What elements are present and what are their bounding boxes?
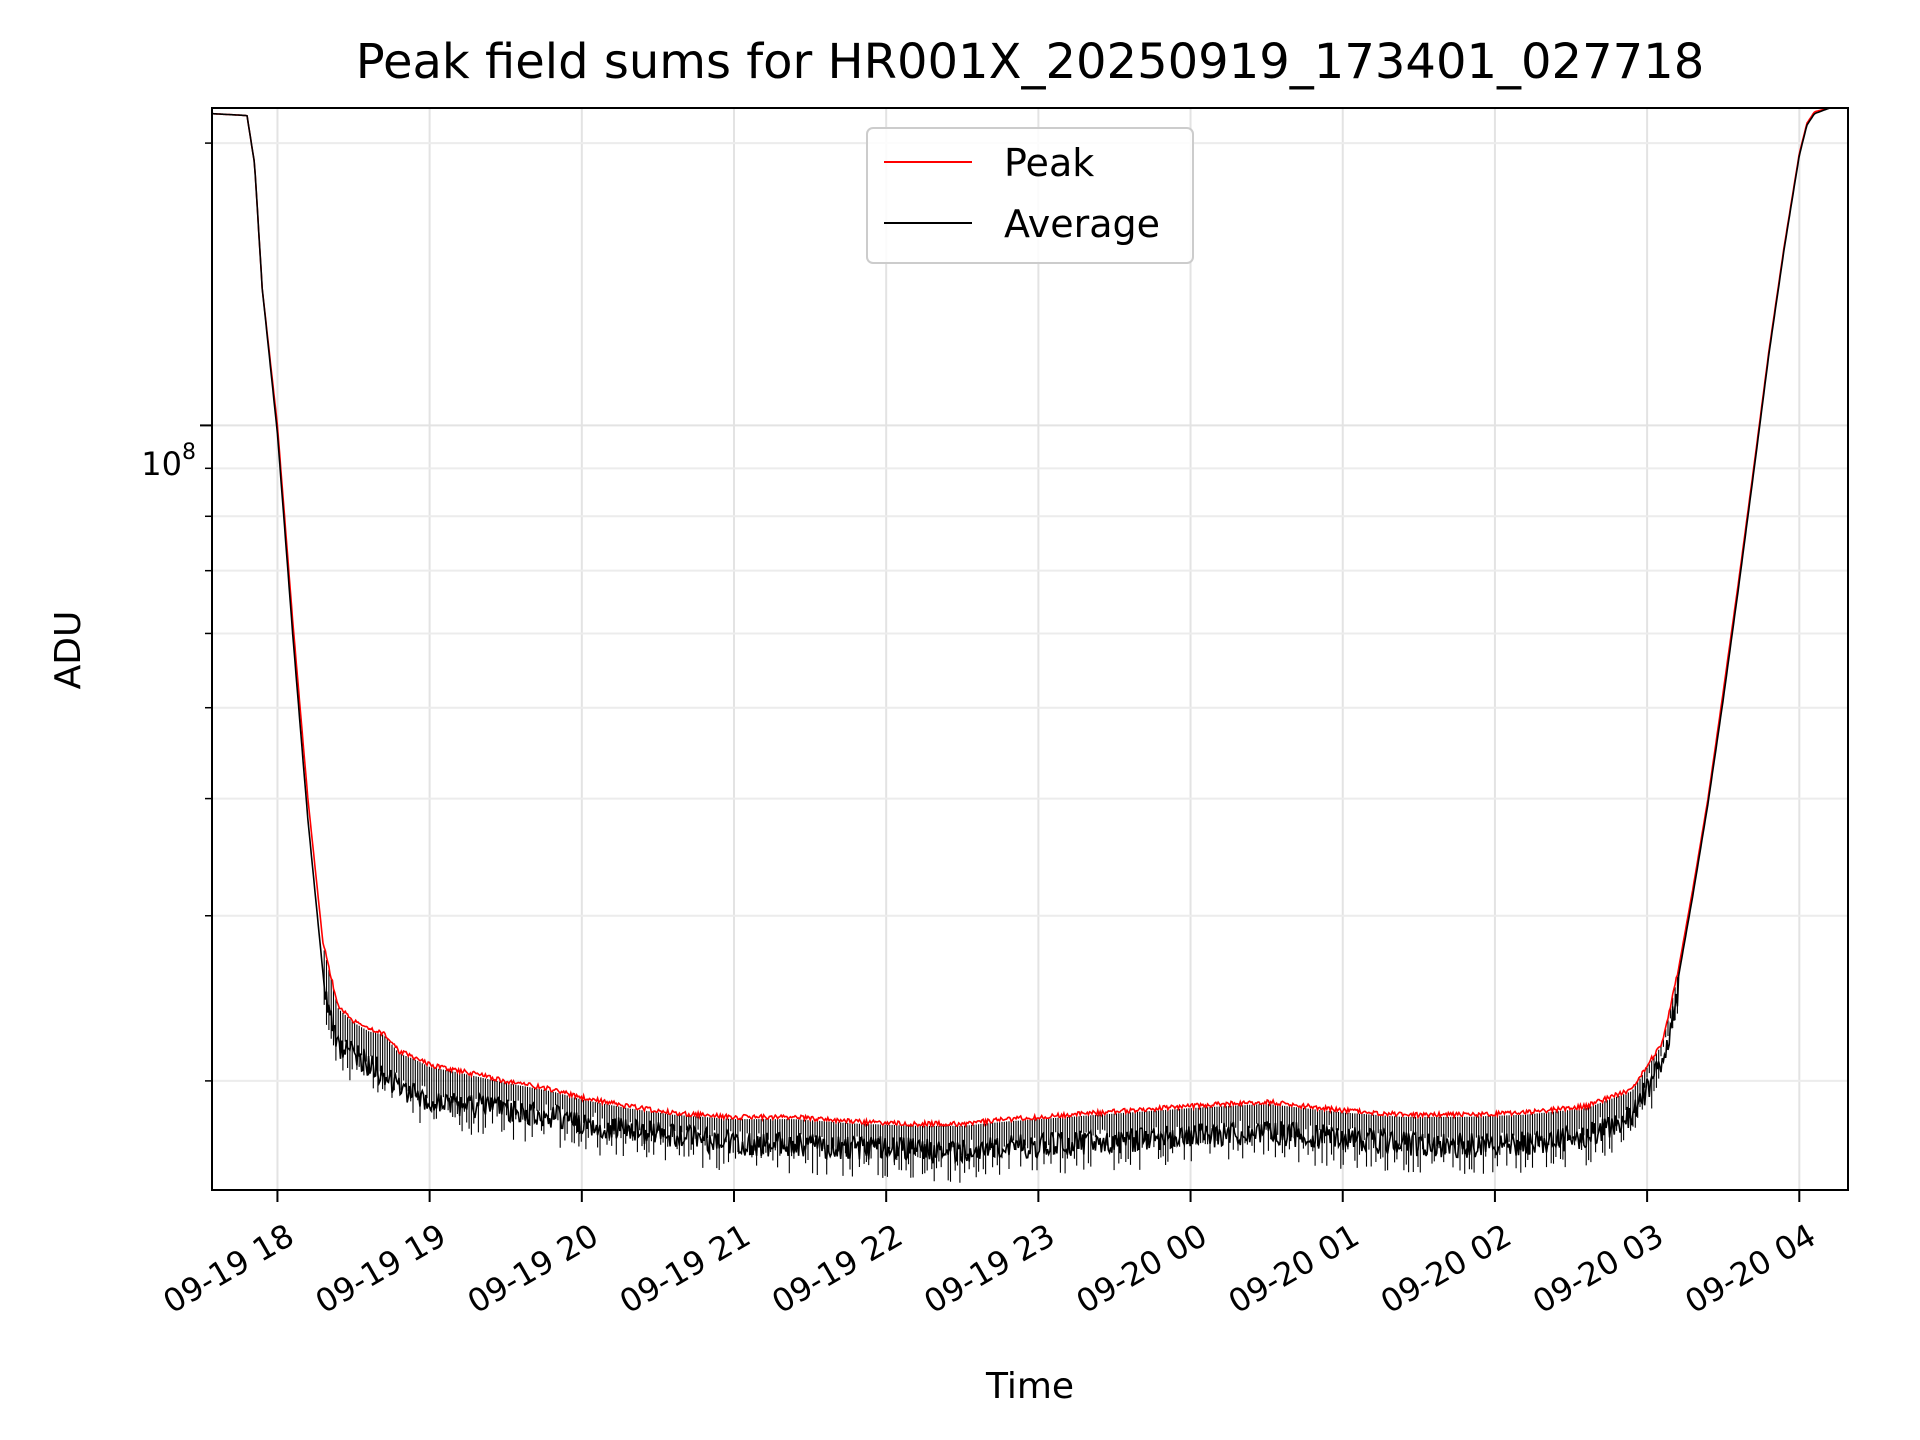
series-line-peak [212,108,1848,1129]
series-line-average [212,108,1848,1165]
plot-frame [211,107,1849,1191]
x-axis-label: Time [985,1366,1074,1407]
y-tick-label-major: 108 [141,440,196,483]
y-axis-label: ADU [48,611,89,690]
y-tick-base: 10 [141,445,182,483]
legend: Peak Average [866,127,1194,264]
grid [212,108,1848,1190]
plot-area [212,108,1848,1183]
legend-label-peak: Peak [1004,141,1094,185]
y-axis: 108 [141,142,212,1082]
legend-label-average: Average [1004,202,1160,246]
chart-title: Peak field sums for HR001X_20250919_1734… [356,34,1705,90]
y-tick-exponent: 8 [182,440,196,465]
